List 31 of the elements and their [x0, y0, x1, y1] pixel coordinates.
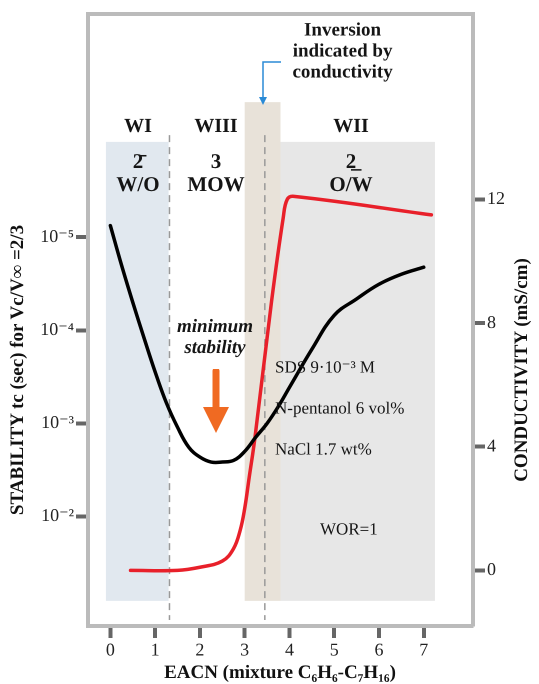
annotation: WIII	[194, 115, 238, 137]
y2-tick-label: 8	[487, 312, 496, 332]
annotation: 2̲ O/W	[329, 148, 373, 196]
x-tick-label: 5	[330, 640, 339, 660]
x-tick-label: 6	[374, 640, 384, 660]
x-axis-title: EACN (mixture C₆H₆-C₇H₁₆)	[164, 662, 396, 684]
y-axis-title: STABILITY tc (sec) for Vc/V∞ =2/3	[7, 224, 29, 516]
line-series	[128, 194, 434, 572]
y2-axis-title: CONDUCTIVITY (mS/cm)	[511, 258, 533, 482]
annotation: WOR=1	[320, 520, 378, 540]
annotation: WII	[333, 115, 369, 137]
annotation: WI	[124, 115, 152, 137]
x-tick-label: 2	[195, 640, 204, 660]
annotation: minimum stability	[176, 316, 254, 359]
y2-tick-label: 4	[487, 435, 496, 456]
x-tick-label: 4	[284, 640, 294, 660]
annotation: 3 MOW	[187, 148, 245, 196]
annotation: NaCl 1.7 wt%	[275, 440, 372, 460]
annotation: Inversion indicated by conductivity	[292, 20, 393, 84]
y2-tick-label: 12	[487, 188, 505, 208]
x-tick-label: 0	[106, 640, 115, 660]
y-tick-label: 10⁻³	[41, 412, 75, 432]
y-tick-label: 10⁻⁴	[40, 319, 74, 340]
line-series	[108, 224, 426, 464]
annotation: 2̄ W/O	[116, 148, 160, 196]
x-tick-label: 7	[419, 640, 428, 660]
y-tick-label: 10⁻²	[41, 505, 74, 526]
y-tick-label: 10⁻⁵	[40, 226, 74, 246]
y2-tick-label: 0	[487, 559, 496, 580]
x-tick-label: 1	[150, 640, 160, 660]
x-tick-label: 3	[240, 640, 250, 660]
